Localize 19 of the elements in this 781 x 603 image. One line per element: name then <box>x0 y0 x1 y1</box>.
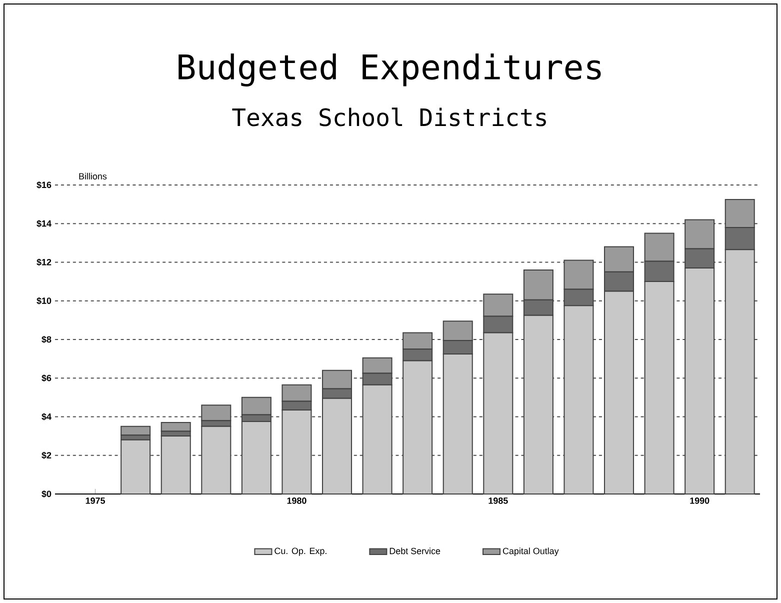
x-tick-label: 1990 <box>690 498 710 504</box>
y-tick-label: $16 <box>36 181 52 189</box>
y-tick-label: $2 <box>42 452 52 460</box>
x-tick-label: 1985 <box>488 498 508 504</box>
x-tick-label: 1980 <box>287 498 306 504</box>
y-tick-label: $8 <box>42 336 52 344</box>
legend-label: Capital Outlay <box>502 548 559 556</box>
legend-label: Debt Service <box>390 548 440 554</box>
y-axis-title: Billions <box>79 172 107 180</box>
y-tick-label: $14 <box>36 220 52 228</box>
y-tick-label: $6 <box>42 374 52 382</box>
y-tick-label: $12 <box>36 258 52 266</box>
x-tick-label: 1975 <box>86 498 106 504</box>
y-tick-label: $10 <box>36 297 52 305</box>
chart-title: Budgeted Expenditures <box>178 53 601 86</box>
y-tick-label: $0 <box>42 490 52 498</box>
chart-subtitle: Texas School Districts <box>232 108 546 126</box>
legend-label: Cu. Op. Exp. <box>274 548 326 556</box>
y-tick-label: $4 <box>42 413 52 420</box>
